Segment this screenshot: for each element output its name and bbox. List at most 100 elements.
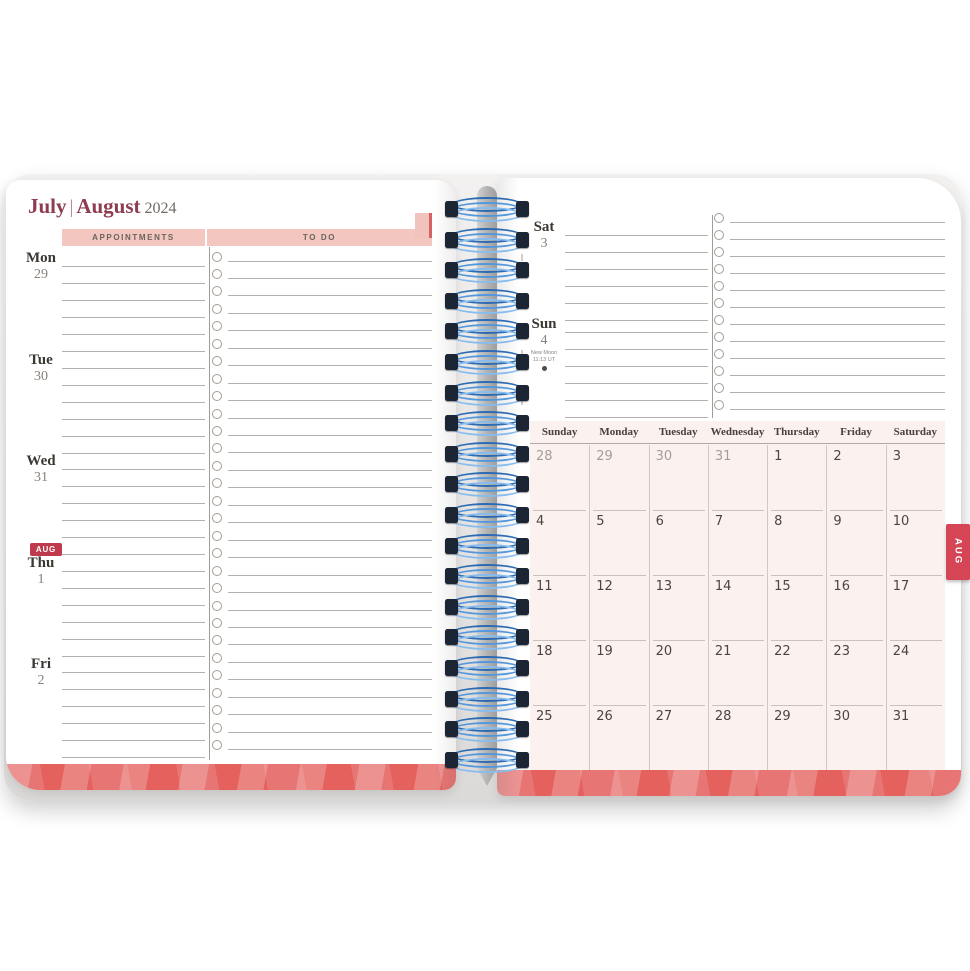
row-divider <box>711 639 765 641</box>
todo-checkbox-circle <box>714 382 724 393</box>
row-divider <box>889 704 942 706</box>
month-calendar: Sunday Monday Tuesday Wednesday Thursday Frid… <box>530 421 945 770</box>
calendar-date: 14 <box>714 578 732 594</box>
coil-wire <box>452 482 522 498</box>
todo-checkbox-circle <box>714 246 724 257</box>
day-label: Tue 30 <box>20 352 62 385</box>
spiral-coil <box>445 350 529 375</box>
row-divider <box>771 704 824 706</box>
day-label: Sun 4 New Moon 11:13 UT <box>523 317 565 371</box>
spiral-coil <box>445 197 529 222</box>
coil-end-right <box>516 292 529 309</box>
row-divider <box>771 509 824 511</box>
appointment-line <box>62 587 205 589</box>
calendar-day-cell: 17 <box>885 574 945 640</box>
row-divider <box>593 574 646 576</box>
coil-end-right <box>516 568 529 585</box>
todo-line <box>228 504 432 506</box>
coil-wire <box>452 727 522 743</box>
coil-wire <box>452 666 522 681</box>
calendar-date: 20 <box>655 643 673 659</box>
calendar-date: 9 <box>833 513 842 529</box>
coil-end-left <box>445 568 458 585</box>
appointment-line <box>62 604 205 606</box>
calendar-date: 1 <box>774 448 783 464</box>
todo-row <box>497 314 961 326</box>
coil-end-right <box>516 598 529 615</box>
row-divider <box>652 574 705 576</box>
calendar-date: 5 <box>596 513 605 529</box>
day-number: 1 <box>37 571 45 587</box>
todo-row <box>6 338 456 350</box>
weekday-header: Saturday <box>893 426 938 438</box>
calendar-date: 10 <box>892 513 910 529</box>
day-label: Mon 29 <box>20 251 62 283</box>
column-divider <box>712 215 713 418</box>
calendar-date: 29 <box>774 708 791 724</box>
calendar-day-cell: 29 <box>589 444 648 510</box>
calendar-day-cell: 31 <box>707 444 767 510</box>
todo-row <box>6 513 456 524</box>
todo-row <box>6 495 456 507</box>
todo-row <box>6 617 456 629</box>
coil-wire <box>452 635 522 651</box>
row-divider <box>889 639 942 641</box>
coil-end-right <box>516 507 529 523</box>
todo-checkbox-circle <box>212 670 222 681</box>
row-divider <box>593 704 646 706</box>
calendar-day-cell: 28 <box>530 445 589 510</box>
todo-line <box>228 609 432 611</box>
coil-end-right <box>516 721 529 738</box>
coil-wire <box>452 207 522 222</box>
todo-line <box>228 539 432 541</box>
calendar-day-cell: 29 <box>767 704 826 770</box>
spiral-coil <box>445 258 529 284</box>
todo-checkbox-circle <box>212 460 222 471</box>
appointment-line <box>62 367 205 369</box>
todo-line <box>730 323 945 325</box>
todo-row <box>6 583 456 594</box>
calendar-day-cell: 7 <box>707 509 767 575</box>
todo-line <box>228 347 432 349</box>
month-tab-aug: AUG <box>946 524 970 580</box>
todo-line <box>730 289 945 291</box>
appointment-line <box>565 332 708 333</box>
appointment-line <box>62 503 205 504</box>
spiral-coil <box>445 441 529 467</box>
todo-row <box>6 600 456 612</box>
todo-checkbox-circle <box>212 513 222 524</box>
appointment-line <box>565 417 708 418</box>
calendar-day-cell: 30 <box>826 704 885 770</box>
calendar-day-cell: 23 <box>826 639 885 705</box>
calendar-date: 12 <box>596 578 613 594</box>
calendar-date: 6 <box>655 513 664 529</box>
todo-line <box>228 731 432 733</box>
todo-row <box>497 229 961 241</box>
appointment-line <box>565 400 708 401</box>
todo-row <box>6 321 456 332</box>
coil-end-right <box>516 476 529 493</box>
appointment-line <box>62 706 205 707</box>
calendar-date: 3 <box>892 448 901 464</box>
appointment-line <box>62 672 205 673</box>
spiral-coil <box>445 564 529 590</box>
coil-wire <box>452 390 522 406</box>
todo-checkbox-circle <box>714 280 724 291</box>
row-divider <box>593 509 646 511</box>
coil-end-right <box>516 262 529 279</box>
calendar-date: 27 <box>655 708 673 724</box>
appointment-line <box>62 757 205 758</box>
appointment-line <box>62 740 205 741</box>
calendar-date: 8 <box>774 513 783 529</box>
appointment-line <box>62 283 205 284</box>
moon-phase-name: New Moon <box>530 350 558 356</box>
calendar-day-cell: 27 <box>648 704 708 770</box>
todo-row <box>497 365 961 377</box>
todo-row <box>497 331 961 343</box>
appointment-line <box>62 537 205 538</box>
todo-checkbox-circle <box>212 548 222 559</box>
todo-line <box>730 357 945 359</box>
calendar-date: 25 <box>536 708 553 724</box>
month-tab-label: AUG <box>952 538 964 566</box>
todo-checkbox-circle <box>212 635 222 646</box>
